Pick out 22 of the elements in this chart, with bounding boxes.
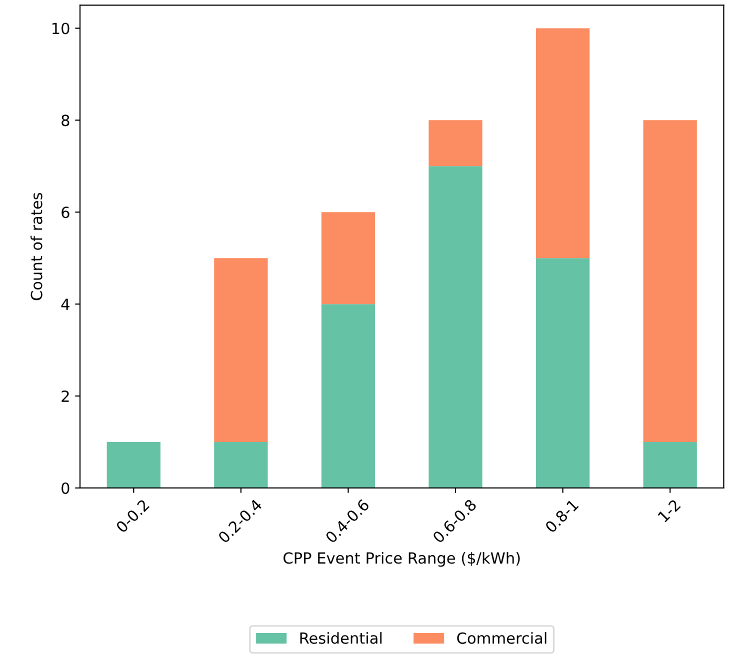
legend-label: Residential xyxy=(300,632,382,644)
y-axis-title: Count of rates xyxy=(30,192,42,300)
bar xyxy=(643,120,697,442)
bar xyxy=(536,28,590,258)
bar xyxy=(214,258,268,442)
y-tick-label: 6 xyxy=(62,206,70,218)
bar xyxy=(321,212,376,304)
bar xyxy=(428,166,482,488)
y-tick-label: 2 xyxy=(62,390,69,402)
bar xyxy=(321,304,376,488)
y-tick-label: 4 xyxy=(61,298,70,310)
y-tick-label: 8 xyxy=(62,114,70,126)
bar xyxy=(106,442,160,488)
bar xyxy=(428,120,482,166)
y-tick-label: 0 xyxy=(62,482,70,494)
bar xyxy=(536,258,590,488)
bar xyxy=(643,442,697,488)
x-tick-label: 1-2 xyxy=(657,498,681,522)
x-axis-title: CPP Event Price Range ($/kWh) xyxy=(284,552,520,567)
legend-label: Commercial xyxy=(457,632,546,644)
bar xyxy=(214,442,268,488)
y-tick-label: 10 xyxy=(52,22,70,34)
